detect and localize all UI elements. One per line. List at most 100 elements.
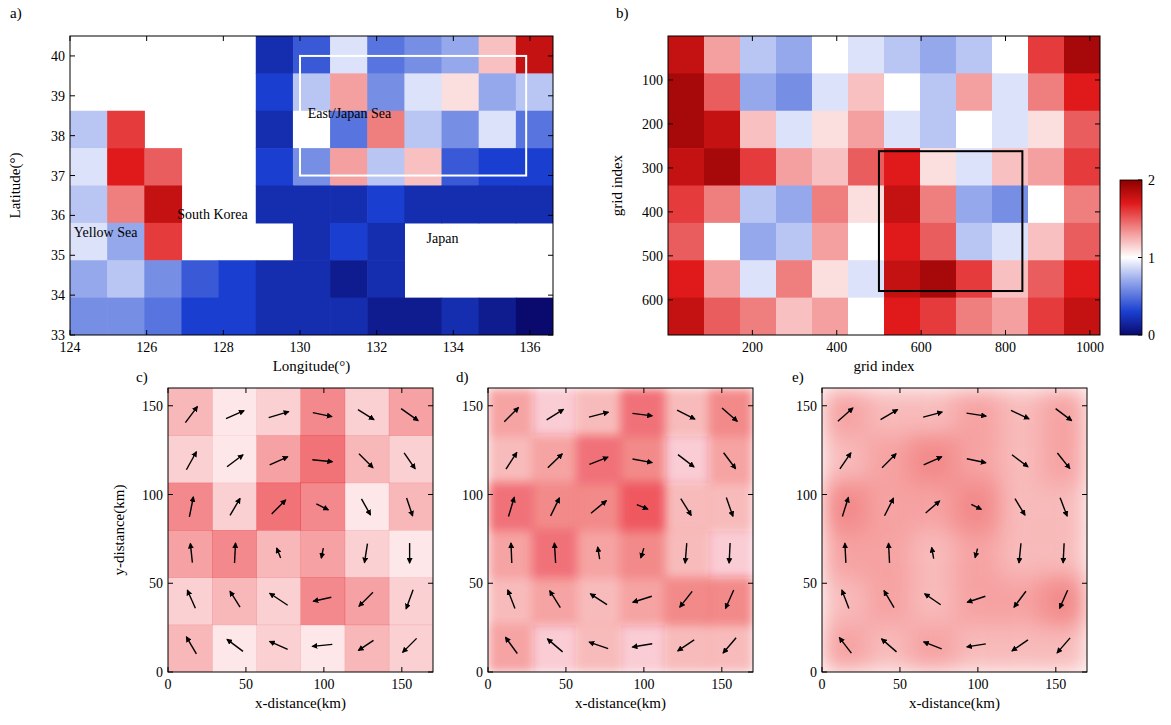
plot-frame bbox=[168, 388, 433, 672]
y-tick-label: 100 bbox=[142, 488, 163, 503]
heat-cell bbox=[442, 111, 480, 149]
front-cell bbox=[999, 483, 1044, 531]
x-tick bbox=[168, 667, 169, 672]
front-cell bbox=[301, 625, 346, 672]
front-cell bbox=[488, 625, 533, 672]
heat-cell bbox=[1028, 111, 1065, 149]
y-tick bbox=[1095, 167, 1100, 168]
x-tick-label: 0 bbox=[485, 677, 492, 692]
y-tick bbox=[668, 79, 673, 80]
map-label: East/Japan Sea bbox=[308, 106, 392, 121]
y-tick bbox=[1095, 79, 1100, 80]
y-tick bbox=[168, 672, 173, 673]
heat-cell bbox=[144, 298, 182, 335]
front-cell bbox=[665, 625, 710, 672]
front-cell bbox=[576, 530, 621, 578]
velocity-arrow bbox=[404, 453, 415, 469]
heat-cell bbox=[219, 298, 257, 335]
front-cell bbox=[301, 483, 346, 531]
heat-cell bbox=[404, 186, 442, 224]
front-cell bbox=[301, 530, 346, 578]
x-tick bbox=[565, 667, 566, 672]
plot-background bbox=[488, 388, 753, 672]
heat-cell bbox=[704, 111, 741, 149]
y-tick bbox=[822, 405, 827, 406]
velocity-arrow bbox=[726, 498, 733, 517]
x-tick bbox=[836, 36, 837, 41]
y-tick-label: 100 bbox=[462, 488, 483, 503]
heat-cell bbox=[1028, 260, 1065, 298]
y-tick-label: 200 bbox=[642, 117, 663, 132]
velocity-arrow bbox=[1060, 498, 1067, 516]
front-cell bbox=[301, 435, 346, 483]
y-tick-label: 34 bbox=[51, 288, 65, 303]
heat-cell bbox=[1028, 186, 1065, 224]
plot-frame bbox=[822, 388, 1087, 672]
heat-cell bbox=[992, 298, 1029, 335]
heat-cell bbox=[1064, 148, 1100, 186]
heat-cell bbox=[256, 148, 294, 186]
plot-area bbox=[822, 388, 1087, 672]
y-tick bbox=[668, 211, 673, 212]
plot-background bbox=[168, 388, 433, 672]
x-tick bbox=[376, 330, 377, 335]
heat-cell bbox=[776, 298, 813, 335]
y-tick-label: 400 bbox=[642, 205, 663, 220]
x-tick-label: 50 bbox=[893, 677, 907, 692]
front-cell bbox=[576, 388, 621, 436]
y-tick bbox=[548, 335, 553, 336]
y-tick bbox=[548, 295, 553, 296]
front-cell bbox=[389, 388, 433, 436]
x-tick bbox=[1005, 36, 1006, 41]
x-tick bbox=[300, 330, 301, 335]
plot-frame bbox=[668, 36, 1100, 335]
y-tick bbox=[488, 583, 493, 584]
front-cell bbox=[621, 625, 666, 672]
front-cell bbox=[866, 577, 911, 625]
heat-cell bbox=[256, 73, 294, 111]
heat-cell bbox=[776, 111, 813, 149]
velocity-arrow bbox=[924, 457, 942, 465]
y-tick-label: 36 bbox=[51, 208, 65, 223]
heat-cell bbox=[848, 73, 885, 111]
x-tick bbox=[565, 388, 566, 393]
heat-cell bbox=[776, 36, 813, 74]
velocity-arrow bbox=[1057, 453, 1069, 469]
heat-cell bbox=[956, 298, 993, 335]
velocity-arrow bbox=[407, 498, 413, 516]
heat-cell bbox=[70, 298, 108, 335]
front-cell bbox=[345, 577, 390, 625]
front-cell bbox=[345, 625, 390, 672]
front-cell bbox=[256, 530, 301, 578]
heat-cell bbox=[956, 186, 993, 224]
velocity-arrow bbox=[590, 594, 607, 605]
heat-cell bbox=[956, 260, 993, 298]
velocity-arrow bbox=[186, 637, 196, 654]
y-tick bbox=[428, 672, 433, 673]
x-tick-label: 100 bbox=[313, 677, 334, 692]
heat-cell bbox=[516, 148, 553, 186]
heat-cell bbox=[293, 186, 331, 224]
plot-frame bbox=[70, 36, 553, 335]
heat-cell bbox=[1064, 36, 1100, 74]
x-tick-label: 50 bbox=[239, 677, 253, 692]
front-cell bbox=[212, 530, 257, 578]
velocity-arrow bbox=[632, 644, 652, 647]
x-tick bbox=[899, 388, 900, 393]
x-tick bbox=[223, 330, 224, 335]
front-cell bbox=[488, 388, 533, 436]
x-axis-title: x-distance(km) bbox=[575, 695, 666, 712]
front-field bbox=[168, 388, 433, 672]
velocity-arrow bbox=[361, 499, 370, 515]
heat-cell bbox=[107, 298, 145, 335]
heat-cell bbox=[776, 148, 813, 186]
front-cell bbox=[999, 388, 1044, 436]
panel-letter: b) bbox=[616, 5, 629, 22]
velocity-arrow bbox=[1015, 499, 1025, 515]
heat-cell bbox=[740, 298, 777, 335]
y-tick bbox=[548, 255, 553, 256]
front-cell bbox=[212, 625, 257, 672]
y-tick bbox=[668, 255, 673, 256]
y-tick bbox=[548, 175, 553, 176]
velocity-arrow bbox=[681, 499, 691, 516]
